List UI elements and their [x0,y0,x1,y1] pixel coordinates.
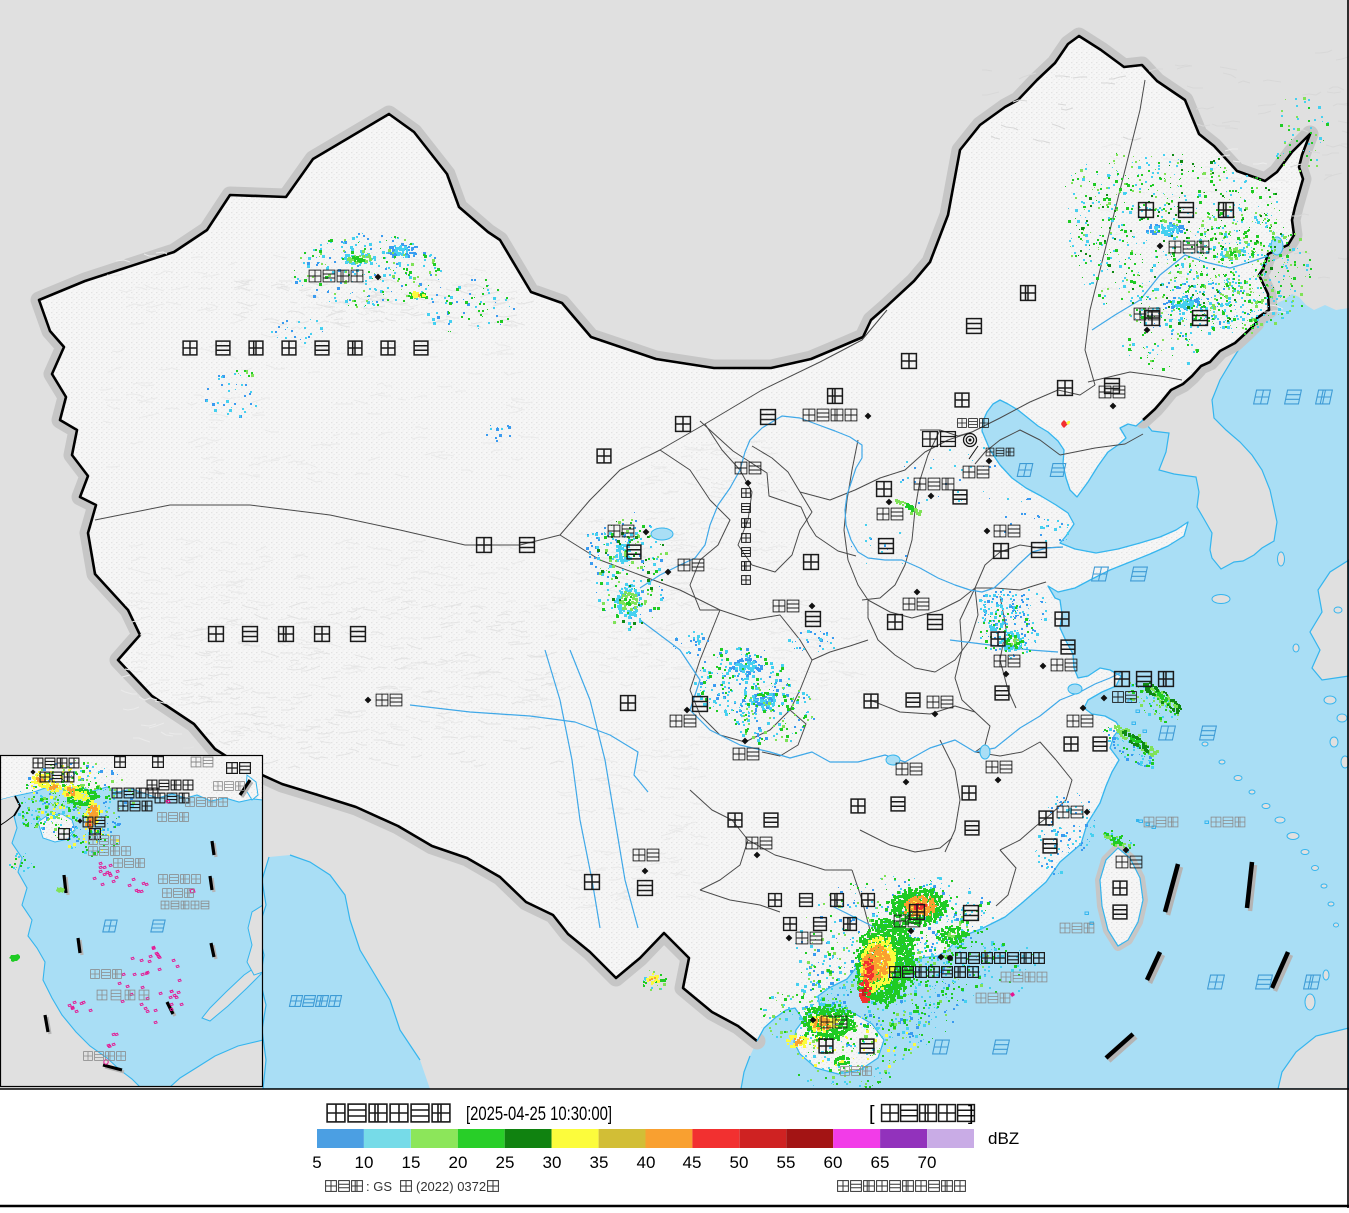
svg-text:35: 35 [590,1153,609,1172]
svg-text:50: 50 [730,1153,749,1172]
svg-text:[2025-04-25 10:30:00]: [2025-04-25 10:30:00] [466,1104,612,1125]
svg-text:55: 55 [777,1153,796,1172]
svg-text:30: 30 [543,1153,562,1172]
svg-text:: GS: : GS [366,1179,392,1194]
svg-text:40: 40 [637,1153,656,1172]
svg-text:70: 70 [918,1153,937,1172]
svg-text:[: [ [869,1103,875,1125]
svg-text:]: ] [968,1103,974,1125]
svg-text:65: 65 [871,1153,890,1172]
svg-text:45: 45 [683,1153,702,1172]
svg-text:(2022) 0372: (2022) 0372 [416,1179,486,1194]
svg-text:10: 10 [355,1153,374,1172]
svg-text:dBZ: dBZ [988,1129,1019,1148]
svg-text:20: 20 [449,1153,468,1172]
svg-text:15: 15 [402,1153,421,1172]
svg-text:5: 5 [312,1153,321,1172]
svg-text:25: 25 [496,1153,515,1172]
svg-text:60: 60 [824,1153,843,1172]
